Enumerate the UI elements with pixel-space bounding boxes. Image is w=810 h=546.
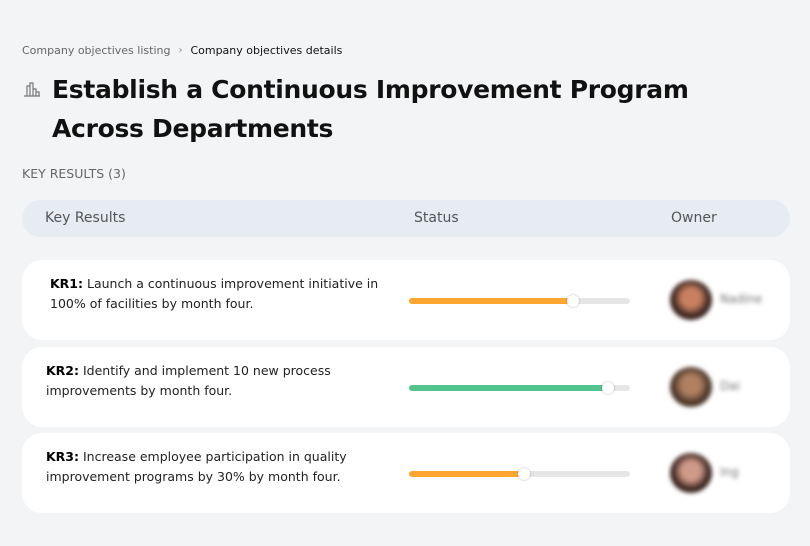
key-result-text: Launch a continuous improvement initiati… [50, 276, 379, 311]
owner-name: Ing [720, 465, 739, 479]
owner-name: Dai [720, 379, 740, 393]
key-result-description: KR1: Launch a continuous improvement ini… [50, 274, 380, 313]
owner-avatar [670, 367, 712, 407]
progress-fill [409, 471, 524, 477]
progress-knob[interactable] [566, 295, 579, 307]
breadcrumb-listing-link[interactable]: Company objectives listing [22, 44, 171, 57]
progress-slider[interactable] [409, 295, 630, 307]
header-owner: Owner [671, 210, 717, 226]
buildings-icon [24, 82, 40, 97]
breadcrumb-current: Company objectives details [190, 44, 343, 57]
key-result-label: KR1: [50, 276, 84, 291]
key-results-count: KEY RESULTS (3) [22, 166, 126, 181]
key-result-label: KR3: [46, 449, 80, 464]
key-result-label: KR2: [46, 363, 80, 378]
owner-name: Nadine [720, 292, 763, 306]
owner-avatar [670, 280, 712, 320]
key-result-description: KR2: Identify and implement 10 new proce… [46, 361, 376, 400]
progress-knob[interactable] [517, 468, 530, 480]
breadcrumb-separator: › [178, 45, 183, 56]
owner-avatar [670, 453, 712, 493]
key-result-text: Increase employee participation in quali… [46, 449, 347, 484]
progress-slider[interactable] [409, 468, 630, 480]
key-result-row[interactable]: KR2: Identify and implement 10 new proce… [22, 347, 790, 427]
key-result-row[interactable]: KR3: Increase employee participation in … [22, 433, 790, 513]
progress-slider[interactable] [409, 382, 630, 394]
header-status: Status [414, 210, 459, 226]
progress-fill [409, 385, 608, 391]
key-result-row[interactable]: KR1: Launch a continuous improvement ini… [22, 260, 790, 340]
progress-fill [409, 298, 573, 304]
breadcrumb: Company objectives listing › Company obj… [22, 44, 342, 57]
table-header: Key Results Status Owner [22, 200, 790, 237]
progress-knob[interactable] [601, 382, 614, 394]
key-result-text: Identify and implement 10 new process im… [46, 363, 331, 398]
page-title: Establish a Continuous Improvement Progr… [52, 75, 689, 143]
header-key-results: Key Results [45, 210, 126, 226]
key-result-description: KR3: Increase employee participation in … [46, 447, 376, 486]
